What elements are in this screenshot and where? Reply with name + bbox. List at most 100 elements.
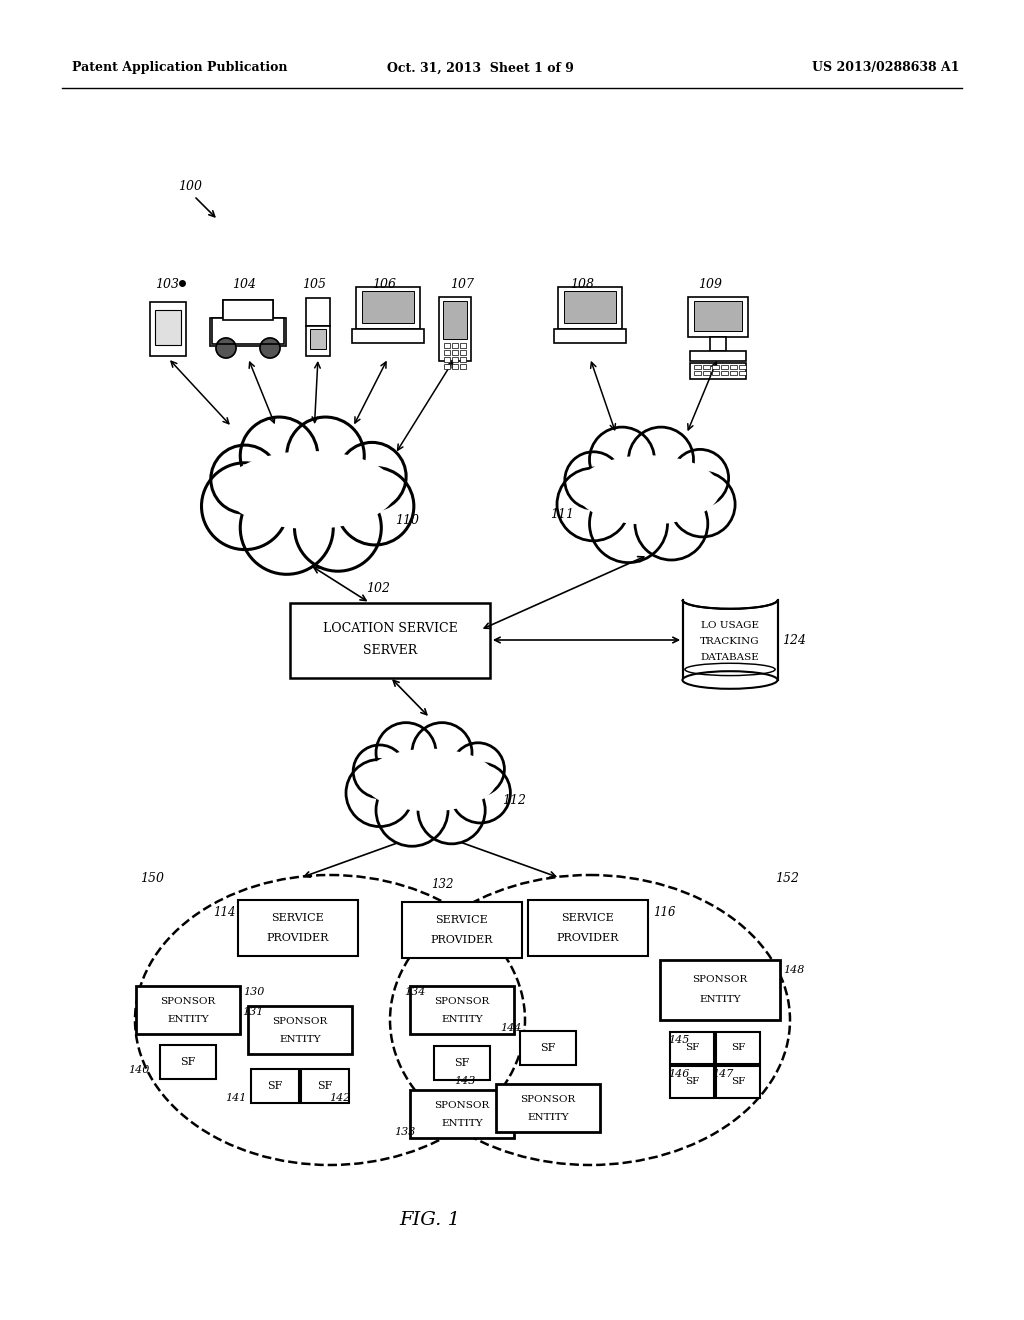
FancyBboxPatch shape	[410, 986, 514, 1034]
Circle shape	[287, 417, 365, 495]
FancyBboxPatch shape	[223, 300, 273, 319]
Circle shape	[376, 722, 436, 783]
Text: 144: 144	[500, 1023, 521, 1034]
FancyBboxPatch shape	[439, 297, 471, 360]
Ellipse shape	[135, 875, 525, 1166]
FancyBboxPatch shape	[730, 366, 737, 370]
Text: 143: 143	[454, 1076, 475, 1086]
Text: ENTITY: ENTITY	[280, 1035, 321, 1044]
Ellipse shape	[683, 671, 777, 689]
FancyBboxPatch shape	[210, 318, 286, 346]
Ellipse shape	[358, 747, 502, 812]
Text: 105: 105	[302, 279, 326, 292]
Circle shape	[565, 451, 622, 510]
Ellipse shape	[577, 455, 720, 524]
Text: 103: 103	[155, 279, 179, 292]
Text: PROVIDER: PROVIDER	[267, 933, 329, 942]
Text: 106: 106	[372, 279, 396, 292]
FancyBboxPatch shape	[136, 986, 240, 1034]
FancyBboxPatch shape	[443, 301, 467, 339]
Circle shape	[216, 338, 236, 358]
FancyBboxPatch shape	[730, 371, 737, 375]
Text: 116: 116	[653, 907, 676, 920]
Text: US 2013/0288638 A1: US 2013/0288638 A1	[812, 62, 961, 74]
Bar	[683, 601, 777, 680]
Text: ENTITY: ENTITY	[699, 995, 740, 1005]
FancyBboxPatch shape	[520, 1031, 575, 1065]
FancyBboxPatch shape	[306, 298, 330, 326]
Text: SF: SF	[267, 1081, 283, 1092]
Text: SPONSOR: SPONSOR	[692, 975, 748, 985]
FancyBboxPatch shape	[558, 286, 622, 329]
Ellipse shape	[224, 451, 395, 528]
Text: 114: 114	[213, 907, 236, 920]
FancyBboxPatch shape	[460, 343, 466, 348]
FancyBboxPatch shape	[716, 1067, 760, 1098]
Text: SPONSOR: SPONSOR	[272, 1018, 328, 1027]
Text: Oct. 31, 2013  Sheet 1 of 9: Oct. 31, 2013 Sheet 1 of 9	[387, 62, 573, 74]
Text: 133: 133	[394, 1127, 416, 1137]
Circle shape	[670, 471, 735, 537]
FancyBboxPatch shape	[444, 350, 450, 355]
Text: LOCATION SERVICE: LOCATION SERVICE	[323, 622, 458, 635]
FancyBboxPatch shape	[444, 356, 450, 362]
FancyBboxPatch shape	[528, 900, 648, 956]
FancyBboxPatch shape	[554, 329, 626, 343]
FancyBboxPatch shape	[452, 350, 458, 355]
Text: SF: SF	[317, 1081, 333, 1092]
Text: SF: SF	[731, 1077, 745, 1086]
FancyBboxPatch shape	[306, 326, 330, 356]
Circle shape	[336, 467, 414, 545]
Text: SF: SF	[455, 1059, 470, 1068]
Text: ENTITY: ENTITY	[441, 1015, 482, 1024]
Circle shape	[412, 722, 472, 783]
FancyBboxPatch shape	[248, 1006, 352, 1053]
Text: DATABASE: DATABASE	[700, 653, 760, 663]
FancyBboxPatch shape	[710, 337, 726, 351]
Text: 147: 147	[712, 1069, 733, 1078]
FancyBboxPatch shape	[155, 310, 181, 345]
FancyBboxPatch shape	[694, 366, 701, 370]
Circle shape	[672, 449, 729, 507]
FancyBboxPatch shape	[670, 1067, 714, 1098]
Text: ENTITY: ENTITY	[167, 1015, 209, 1024]
Text: 111: 111	[551, 508, 574, 521]
Circle shape	[295, 484, 381, 572]
FancyBboxPatch shape	[150, 302, 186, 356]
Text: PROVIDER: PROVIDER	[431, 935, 494, 945]
Text: 141: 141	[225, 1093, 247, 1104]
FancyBboxPatch shape	[362, 290, 414, 323]
Text: 107: 107	[450, 279, 474, 292]
Text: LO USAGE: LO USAGE	[701, 620, 759, 630]
Text: SPONSOR: SPONSOR	[434, 998, 489, 1006]
FancyBboxPatch shape	[410, 1090, 514, 1138]
Text: 100: 100	[178, 180, 202, 193]
Circle shape	[590, 484, 668, 562]
FancyBboxPatch shape	[690, 351, 746, 360]
Text: PROVIDER: PROVIDER	[557, 933, 620, 942]
Text: 145: 145	[668, 1035, 689, 1045]
FancyBboxPatch shape	[721, 371, 728, 375]
FancyBboxPatch shape	[703, 371, 710, 375]
FancyBboxPatch shape	[452, 356, 458, 362]
FancyBboxPatch shape	[452, 343, 458, 348]
Ellipse shape	[364, 750, 496, 810]
Ellipse shape	[570, 454, 726, 525]
FancyBboxPatch shape	[712, 371, 719, 375]
Text: SF: SF	[731, 1044, 745, 1052]
Text: SF: SF	[685, 1077, 699, 1086]
Text: 152: 152	[775, 871, 799, 884]
FancyBboxPatch shape	[160, 1045, 216, 1078]
FancyBboxPatch shape	[460, 364, 466, 370]
FancyBboxPatch shape	[301, 1069, 349, 1104]
Text: SERVICE: SERVICE	[561, 913, 614, 923]
Text: 146: 146	[668, 1069, 689, 1078]
Circle shape	[635, 487, 708, 560]
FancyBboxPatch shape	[703, 366, 710, 370]
FancyBboxPatch shape	[251, 1069, 299, 1104]
Circle shape	[452, 743, 505, 796]
Text: SERVICE: SERVICE	[435, 915, 488, 925]
Circle shape	[557, 469, 630, 541]
FancyBboxPatch shape	[238, 900, 358, 956]
Circle shape	[451, 763, 510, 822]
